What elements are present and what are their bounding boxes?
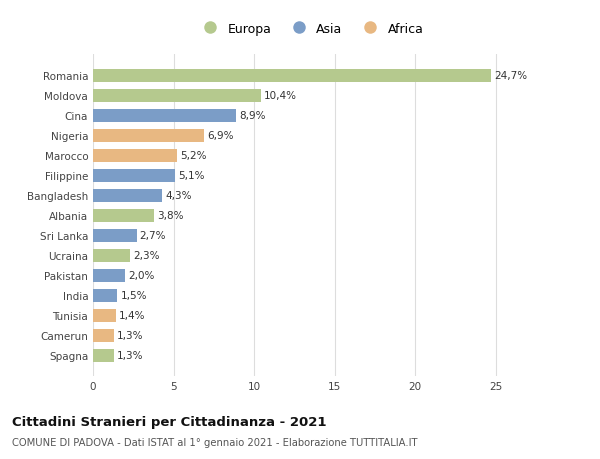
- Bar: [93, 249, 130, 262]
- Text: 2,0%: 2,0%: [128, 270, 155, 280]
- Text: 2,7%: 2,7%: [140, 231, 166, 241]
- Text: 5,1%: 5,1%: [178, 171, 205, 181]
- Legend: Europa, Asia, Africa: Europa, Asia, Africa: [197, 23, 424, 36]
- Text: 5,2%: 5,2%: [180, 151, 206, 161]
- Text: 8,9%: 8,9%: [239, 111, 266, 121]
- Text: 10,4%: 10,4%: [264, 91, 297, 101]
- Bar: [93, 129, 204, 142]
- Text: Cittadini Stranieri per Cittadinanza - 2021: Cittadini Stranieri per Cittadinanza - 2…: [12, 415, 326, 428]
- Text: 1,3%: 1,3%: [117, 330, 143, 340]
- Bar: [93, 209, 154, 222]
- Bar: [93, 169, 175, 182]
- Text: 1,5%: 1,5%: [121, 291, 147, 301]
- Bar: [93, 70, 491, 83]
- Text: 1,4%: 1,4%: [119, 310, 145, 320]
- Bar: [93, 269, 125, 282]
- Bar: [93, 309, 116, 322]
- Bar: [93, 90, 260, 102]
- Bar: [93, 189, 162, 202]
- Text: COMUNE DI PADOVA - Dati ISTAT al 1° gennaio 2021 - Elaborazione TUTTITALIA.IT: COMUNE DI PADOVA - Dati ISTAT al 1° genn…: [12, 437, 418, 447]
- Bar: [93, 110, 236, 123]
- Text: 1,3%: 1,3%: [117, 350, 143, 360]
- Bar: [93, 150, 177, 162]
- Bar: [93, 329, 114, 342]
- Bar: [93, 229, 137, 242]
- Text: 2,3%: 2,3%: [133, 251, 160, 261]
- Text: 3,8%: 3,8%: [157, 211, 184, 221]
- Bar: [93, 289, 117, 302]
- Text: 6,9%: 6,9%: [208, 131, 234, 141]
- Bar: [93, 349, 114, 362]
- Text: 24,7%: 24,7%: [494, 71, 527, 81]
- Text: 4,3%: 4,3%: [166, 191, 192, 201]
